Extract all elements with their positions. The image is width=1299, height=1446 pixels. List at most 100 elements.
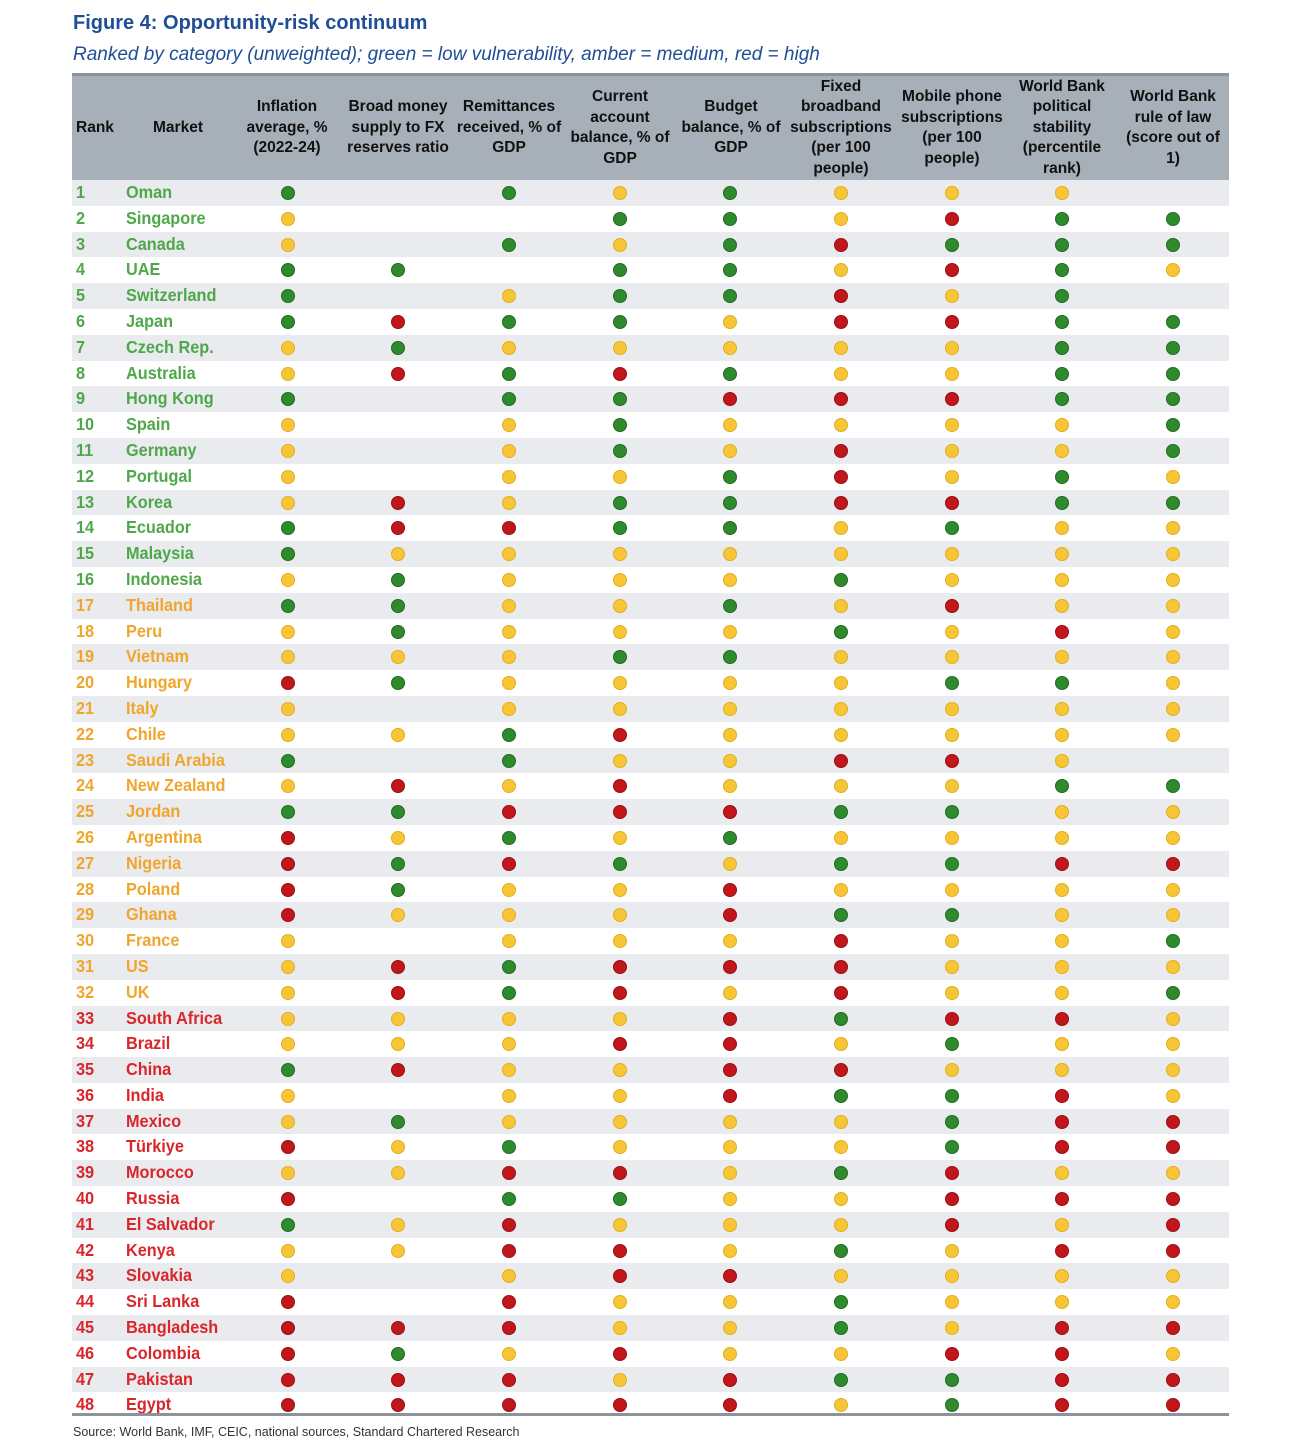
status-dot-budget-balance	[723, 547, 737, 562]
market-cell: El Salvador	[126, 1213, 215, 1234]
status-dot-mobile-phone	[945, 882, 959, 897]
status-dot-remittances	[502, 1192, 516, 1207]
status-dot-mobile-phone	[945, 856, 959, 871]
status-dot-inflation	[281, 1321, 295, 1336]
rank-cell: 11	[76, 439, 94, 460]
status-dot-inflation	[281, 495, 295, 510]
status-dot-inflation	[281, 1217, 295, 1232]
rank-cell: 22	[76, 723, 95, 744]
status-dot-budget-balance	[723, 1295, 737, 1310]
status-dot-current-account	[613, 598, 627, 613]
status-dot-political-stability	[1055, 572, 1069, 587]
status-dot-mobile-phone	[945, 186, 959, 200]
status-dot-current-account	[613, 1114, 627, 1129]
status-dot-inflation	[281, 1166, 295, 1181]
status-dot-inflation	[281, 1088, 295, 1103]
table-row: 24 New Zealand	[72, 773, 1229, 799]
status-dot-current-account	[613, 340, 627, 355]
status-dot-budget-balance	[723, 186, 737, 200]
status-dot-fixed-broadband	[834, 495, 848, 510]
status-dot-rule-of-law	[1166, 572, 1180, 587]
status-dot-rule-of-law	[1166, 340, 1180, 355]
status-dot-remittances	[502, 1372, 516, 1387]
status-dot-political-stability	[1055, 1295, 1069, 1310]
table-row: 33 South Africa	[72, 1005, 1229, 1032]
status-dot-mobile-phone	[945, 392, 959, 407]
status-dot-inflation	[281, 1372, 295, 1387]
status-dot-rule-of-law	[1166, 547, 1180, 562]
rank-cell: 23	[76, 749, 95, 770]
status-dot-rule-of-law	[1166, 985, 1180, 1000]
status-dot-political-stability	[1055, 934, 1069, 949]
status-dot-rule-of-law	[1166, 1140, 1180, 1155]
table-top-rule	[72, 73, 1229, 76]
status-dot-broad-money	[391, 1398, 405, 1413]
status-dot-budget-balance	[723, 469, 737, 484]
status-dot-broad-money	[391, 572, 405, 587]
status-dot-inflation	[281, 547, 295, 562]
status-dot-mobile-phone	[945, 237, 959, 252]
rank-cell: 12	[76, 465, 95, 486]
status-dot-budget-balance	[723, 985, 737, 1000]
status-dot-current-account	[613, 1243, 627, 1258]
rank-cell: 48	[76, 1394, 95, 1415]
status-dot-mobile-phone	[945, 753, 959, 768]
status-dot-rule-of-law	[1166, 1346, 1180, 1361]
market-cell: Slovakia	[126, 1265, 193, 1286]
status-dot-budget-balance	[723, 779, 737, 794]
status-dot-political-stability	[1055, 1398, 1069, 1413]
status-dot-fixed-broadband	[834, 701, 848, 716]
status-dot-political-stability	[1055, 469, 1069, 484]
status-dot-broad-money	[391, 521, 405, 536]
status-dot-current-account	[613, 392, 627, 407]
status-dot-broad-money	[391, 1346, 405, 1361]
rank-cell: 10	[76, 414, 95, 435]
status-dot-remittances	[502, 1063, 516, 1078]
status-dot-current-account	[613, 1269, 627, 1284]
status-dot-fixed-broadband	[834, 908, 848, 923]
table-row: 8 Australia	[72, 361, 1229, 387]
status-dot-mobile-phone	[945, 1321, 959, 1336]
status-dot-current-account	[613, 908, 627, 923]
status-dot-fixed-broadband	[834, 1088, 848, 1103]
status-dot-mobile-phone	[945, 934, 959, 949]
table-row: 1 Oman	[72, 180, 1229, 206]
table-row: 20 Hungary	[72, 670, 1229, 696]
status-dot-remittances	[502, 856, 516, 871]
market-cell: Thailand	[126, 594, 193, 615]
table-row: 11 Germany	[72, 437, 1229, 464]
status-dot-budget-balance	[723, 830, 737, 845]
status-dot-mobile-phone	[945, 1011, 959, 1026]
header-rank: Rank	[76, 118, 114, 136]
table-row: 38 Türkiye	[72, 1134, 1229, 1160]
market-cell: Argentina	[126, 826, 202, 847]
status-dot-rule-of-law	[1166, 418, 1180, 433]
status-dot-rule-of-law	[1166, 1192, 1180, 1207]
status-dot-fixed-broadband	[834, 392, 848, 407]
status-dot-budget-balance	[723, 882, 737, 897]
market-cell: Singapore	[126, 207, 206, 228]
market-cell: Japan	[126, 310, 174, 331]
status-dot-budget-balance	[723, 263, 737, 278]
status-dot-current-account	[613, 1166, 627, 1181]
status-dot-remittances	[502, 1140, 516, 1155]
status-dot-rule-of-law	[1166, 1269, 1180, 1284]
status-dot-fixed-broadband	[834, 1295, 848, 1310]
status-dot-remittances	[502, 753, 516, 768]
status-dot-remittances	[502, 1166, 516, 1181]
status-dot-current-account	[613, 1372, 627, 1387]
status-dot-fixed-broadband	[834, 366, 848, 381]
status-dot-current-account	[613, 1217, 627, 1232]
market-cell: Hungary	[126, 672, 193, 693]
status-dot-current-account	[613, 934, 627, 949]
market-cell: France	[126, 930, 180, 951]
status-dot-remittances	[502, 1398, 516, 1413]
status-dot-broad-money	[391, 495, 405, 510]
status-dot-current-account	[613, 805, 627, 820]
status-dot-political-stability	[1055, 1346, 1069, 1361]
status-dot-remittances	[502, 727, 516, 742]
status-dot-rule-of-law	[1166, 1011, 1180, 1026]
status-dot-fixed-broadband	[834, 856, 848, 871]
status-dot-rule-of-law	[1166, 701, 1180, 716]
status-dot-mobile-phone	[945, 1063, 959, 1078]
